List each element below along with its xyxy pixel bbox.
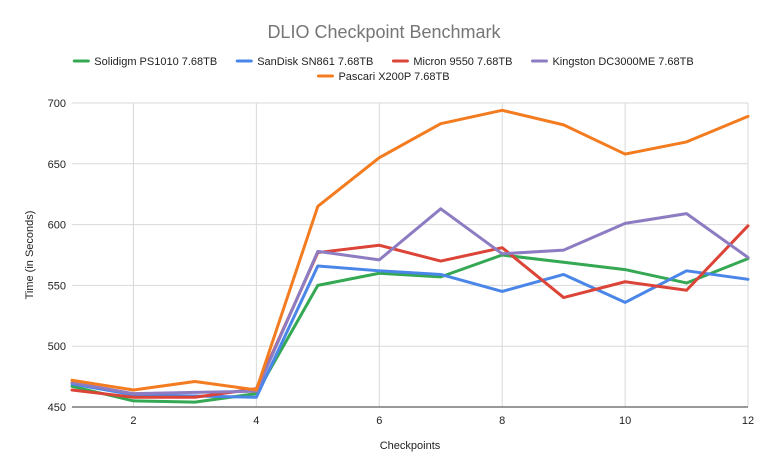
legend-item: Micron 9550 7.68TB: [391, 56, 512, 68]
y-tick-label: 550: [48, 280, 66, 292]
series-line: [70, 253, 750, 404]
y-tick-label: 650: [48, 159, 66, 171]
chart-title: DLIO Checkpoint Benchmark: [267, 22, 501, 42]
legend-label: Micron 9550 7.68TB: [413, 56, 512, 68]
x-tick-label: 12: [742, 415, 754, 427]
y-axis-title: Time (in Seconds): [24, 211, 36, 300]
x-tick-label: 4: [253, 415, 259, 427]
series-line: [70, 224, 750, 399]
legend-label: Solidigm PS1010 7.68TB: [94, 56, 217, 68]
x-tick-labels: 2 4 6 8 10 12: [130, 415, 754, 427]
y-tick-label: 700: [48, 98, 66, 110]
y-tick-label: 500: [48, 341, 66, 353]
y-tick-label: 450: [48, 402, 66, 414]
legend-item: Solidigm PS1010 7.68TB: [72, 56, 217, 68]
x-tick-label: 10: [619, 415, 631, 427]
y-tick-label: 600: [48, 220, 66, 232]
series-line: [70, 108, 750, 392]
legend-label: Kingston DC3000ME 7.68TB: [552, 56, 693, 68]
legend-item: SanDisk SN861 7.68TB: [235, 56, 373, 68]
legend-item: Pascari X200P 7.68TB: [316, 71, 450, 83]
x-tick-label: 2: [130, 415, 136, 427]
x-tick-label: 6: [376, 415, 382, 427]
series-line: [70, 207, 750, 396]
x-axis-title: Checkpoints: [380, 440, 441, 452]
y-tick-labels: 450 500 550 600 650 700: [48, 98, 66, 414]
legend-item: Kingston DC3000ME 7.68TB: [530, 56, 694, 68]
legend-label: Pascari X200P 7.68TB: [338, 71, 449, 83]
x-tick-label: 8: [499, 415, 505, 427]
legend-label: SanDisk SN861 7.68TB: [257, 56, 373, 68]
legend: Solidigm PS1010 7.68TB SanDisk SN861 7.68…: [72, 56, 694, 83]
series-lines: [70, 108, 750, 404]
